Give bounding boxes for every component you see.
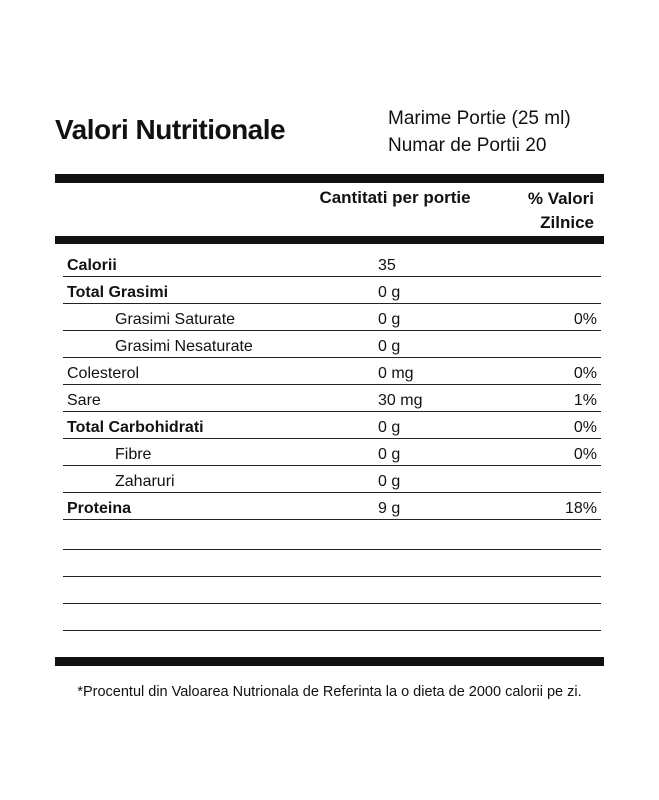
divider (55, 657, 604, 666)
nutrient-row: Proteina 9 g 18% (63, 493, 601, 520)
nutrient-row: Zaharuri 0 g (63, 466, 601, 493)
column-header: % Valori Zilnice (527, 189, 594, 232)
nutrient-amount: 9 g (378, 500, 401, 517)
nutrient-name: Zaharuri (115, 473, 175, 490)
nutrient-amount: 0 g (378, 284, 401, 301)
footnote: *Procentul din Valoarea Nutrionala de Re… (77, 684, 582, 700)
nutrient-name: Fibre (115, 446, 152, 463)
divider (55, 236, 604, 244)
nutrient-row: Total Grasimi 0 g (63, 277, 601, 304)
nutrient-row: Grasimi Saturate 0 g 0% (63, 304, 601, 331)
nutrient-name: Sare (67, 392, 101, 409)
nutrient-name: Total Carbohidrati (67, 419, 204, 436)
daily-value: 0% (573, 419, 597, 436)
nutrient-amount: 0 g (378, 419, 401, 436)
nutrient-row: Fibre 0 g 0% (63, 439, 601, 466)
nutrient-name: Calorii (67, 257, 117, 274)
title: Valori Nutritionale (55, 114, 286, 145)
nutrient-name: Grasimi Saturate (115, 311, 236, 328)
empty-line (63, 549, 601, 550)
nutrient-amount: 0 g (378, 446, 401, 463)
servings: Numar de Portii 20 (388, 135, 547, 156)
column-header: Cantitati per portie (319, 188, 471, 207)
nutrient-row: Grasimi Nesaturate 0 g (63, 331, 601, 358)
nutrient-name: Colesterol (67, 365, 140, 382)
nutrient-row: Total Carbohidrati 0 g 0% (63, 412, 601, 439)
nutrient-row: Colesterol 0 mg 0% (63, 358, 601, 385)
empty-line (63, 630, 601, 631)
nutrient-amount: 0 mg (378, 365, 414, 382)
daily-value: 0% (573, 311, 597, 328)
nutrient-amount: 0 g (378, 473, 401, 490)
empty-line (63, 603, 601, 604)
nutrient-amount: 30 mg (378, 392, 423, 409)
nutrient-name: Grasimi Nesaturate (115, 338, 253, 355)
nutrient-row: Sare 30 mg 1% (63, 385, 601, 412)
daily-value: 0% (573, 446, 597, 463)
nutrient-name: Proteina (67, 500, 132, 517)
nutrient-amount: 35 (378, 257, 396, 274)
empty-line (63, 576, 601, 577)
nutrient-row: Calorii 35 (63, 250, 601, 277)
divider (55, 174, 604, 183)
nutrient-name: Total Grasimi (67, 284, 169, 301)
nutrient-amount: 0 g (378, 311, 401, 328)
nutrient-amount: 0 g (378, 338, 401, 355)
daily-value: 18% (564, 500, 597, 517)
daily-value: 1% (573, 392, 597, 409)
serving-size: Marime Portie (25 ml) (388, 108, 571, 129)
daily-value: 0% (573, 365, 597, 382)
